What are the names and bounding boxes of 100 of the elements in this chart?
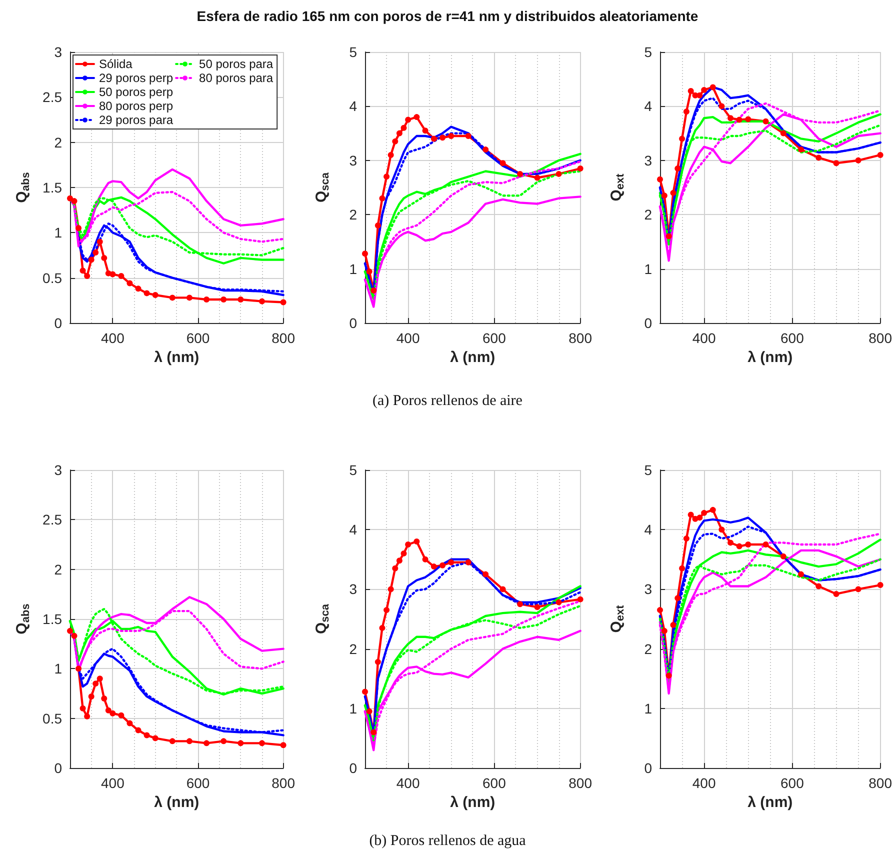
y-tick-label: 0: [349, 760, 358, 776]
point: [661, 628, 668, 634]
point: [362, 688, 368, 695]
x-tick-label: 600: [482, 775, 506, 791]
y-tick-label: 0: [349, 315, 358, 331]
point: [440, 134, 446, 141]
point: [392, 138, 398, 144]
y-tick-label: 0: [54, 760, 62, 776]
x-tick-label: 800: [568, 775, 592, 791]
point: [482, 146, 489, 153]
y-tick-label: 4: [349, 98, 358, 114]
x-tick-label: 400: [396, 330, 420, 346]
y-tick-label: 5: [644, 44, 652, 60]
x-tick-label: 800: [868, 330, 892, 346]
point: [169, 738, 176, 744]
point: [855, 157, 862, 164]
y-tick-label: 2: [54, 134, 62, 150]
point: [679, 565, 686, 572]
point: [440, 562, 446, 568]
y-tick-label: 2.5: [42, 512, 62, 528]
point: [780, 130, 786, 136]
point: [258, 298, 265, 304]
point: [577, 166, 584, 172]
x-tick-label: 400: [396, 775, 420, 791]
point: [152, 292, 158, 298]
y-tick-label: 3: [349, 152, 358, 168]
point: [80, 705, 86, 712]
point: [833, 160, 840, 166]
y-tick-label: 5: [644, 462, 652, 478]
point: [728, 115, 734, 122]
point: [126, 280, 133, 286]
point: [362, 250, 368, 257]
point: [762, 542, 769, 548]
y-tick-label: 5: [349, 462, 358, 478]
point: [84, 713, 90, 720]
legend-label: Sólida: [99, 57, 133, 71]
y-tick-label: 5: [349, 44, 358, 60]
point: [144, 290, 150, 296]
point: [674, 595, 681, 602]
point: [517, 170, 524, 177]
y-tick-label: 3: [644, 152, 652, 168]
x-tick-label: 600: [482, 330, 506, 346]
point: [683, 536, 690, 542]
point: [110, 271, 116, 278]
x-axis-title: λ (nm): [450, 794, 496, 811]
point: [414, 538, 420, 545]
point: [396, 558, 402, 564]
y-tick-label: 1.5: [42, 180, 62, 196]
point: [110, 710, 116, 716]
x-tick-label: 600: [186, 775, 210, 791]
point: [657, 176, 663, 182]
point: [877, 582, 884, 588]
y-tick-label: 2: [644, 640, 652, 657]
point: [798, 571, 804, 578]
point: [422, 128, 428, 134]
x-tick-label: 600: [780, 330, 804, 346]
point: [710, 84, 716, 90]
point: [683, 108, 690, 115]
point: [92, 680, 99, 687]
x-axis-title: λ (nm): [748, 794, 793, 811]
point: [366, 268, 372, 275]
point: [670, 190, 676, 196]
point: [430, 136, 437, 142]
legend-label: 29 poros perp: [99, 71, 174, 85]
y-tick-label: 0: [644, 760, 652, 776]
point: [67, 195, 73, 202]
point: [384, 174, 390, 180]
point: [388, 586, 394, 592]
legend-label: 80 poros para: [199, 71, 274, 85]
point: [670, 622, 676, 628]
point: [855, 586, 862, 592]
point: [448, 559, 454, 566]
y-tick-label: 4: [349, 522, 358, 538]
x-axis-title: λ (nm): [154, 794, 200, 811]
x-tick-label: 800: [272, 330, 296, 346]
y-tick-label: 2: [349, 640, 358, 657]
point: [135, 286, 142, 292]
y-axis-title: Qext: [608, 604, 626, 633]
text: (a) Poros rellenos de aire: [372, 393, 524, 410]
point: [144, 732, 150, 738]
point: [384, 607, 390, 614]
point: [718, 103, 725, 110]
point: [374, 222, 381, 228]
point: [448, 133, 454, 140]
y-tick-label: 1: [644, 260, 652, 277]
y-axis-title: Qext: [608, 173, 626, 202]
y-tick-label: 3: [54, 462, 62, 478]
y-tick-label: 0: [54, 315, 62, 331]
point: [374, 658, 381, 665]
y-tick-label: 1.5: [42, 611, 62, 627]
legend-label: 80 poros perp: [99, 99, 174, 113]
point: [414, 114, 420, 120]
x-tick-label: 400: [692, 330, 716, 346]
point: [71, 632, 78, 639]
point: [556, 599, 562, 606]
point: [661, 192, 668, 199]
point: [833, 590, 840, 597]
x-tick-label: 400: [692, 775, 716, 791]
point: [126, 720, 133, 726]
point: [780, 553, 786, 560]
